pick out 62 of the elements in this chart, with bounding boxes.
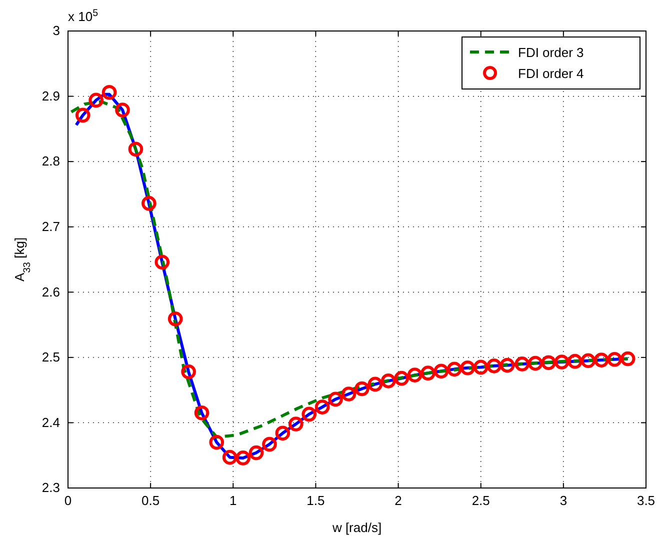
point xyxy=(288,416,304,432)
y-tick-label: 2.3 xyxy=(42,480,60,496)
point xyxy=(275,426,290,441)
point xyxy=(607,352,622,367)
legend-label: FDI order 4 xyxy=(518,66,584,81)
point xyxy=(594,352,609,368)
point xyxy=(75,108,90,123)
point xyxy=(407,368,422,382)
y-tick-label: 3 xyxy=(52,23,60,38)
point xyxy=(528,356,543,371)
point xyxy=(434,364,449,379)
y-tick-label: 2.7 xyxy=(42,219,60,234)
point xyxy=(314,400,330,414)
x-tick-label: 1 xyxy=(230,493,237,508)
point xyxy=(168,312,183,326)
point xyxy=(554,354,570,370)
y-tick-label: 2.5 xyxy=(42,350,60,365)
point xyxy=(142,196,156,211)
point xyxy=(209,434,224,450)
point xyxy=(486,358,502,374)
point xyxy=(88,92,104,108)
point xyxy=(380,374,396,388)
point xyxy=(394,370,410,386)
x-tick-label: 3.5 xyxy=(636,493,656,508)
x-tick-label: 1.5 xyxy=(306,493,325,508)
x-tick-label: 0 xyxy=(64,493,72,508)
point xyxy=(568,354,582,369)
point xyxy=(368,376,383,392)
point xyxy=(181,364,196,380)
y-tick-label: 2.4 xyxy=(42,414,60,430)
point xyxy=(580,353,596,368)
point xyxy=(302,406,317,422)
point xyxy=(514,356,530,372)
x-axis-title: w [rad/s] xyxy=(331,520,382,535)
point xyxy=(473,360,488,375)
text: x 10$^{5}$ xyxy=(68,8,99,24)
point xyxy=(194,406,210,420)
point xyxy=(115,102,130,118)
y-tick-label: 2.8 xyxy=(42,154,60,169)
point xyxy=(460,360,476,376)
point xyxy=(328,392,343,407)
point xyxy=(236,450,250,466)
y-tick-label: 2.9 xyxy=(42,88,60,104)
point xyxy=(341,386,356,402)
point xyxy=(222,450,238,465)
point xyxy=(541,355,556,370)
y-tick-label: 2.6 xyxy=(42,284,60,300)
point xyxy=(500,358,515,373)
point xyxy=(447,362,462,377)
point xyxy=(154,254,170,270)
point xyxy=(420,366,436,380)
point xyxy=(102,84,117,100)
point xyxy=(620,351,636,366)
point xyxy=(262,436,277,452)
x-tick-label: 3 xyxy=(560,493,568,508)
point xyxy=(128,142,144,157)
point xyxy=(354,381,370,396)
legend-label: FDI order 3 xyxy=(518,45,584,60)
x-tick-label: 2 xyxy=(394,493,402,508)
x-tick-label: 0.5 xyxy=(142,493,160,508)
point xyxy=(248,445,264,460)
x-tick-label: 2.5 xyxy=(472,493,490,508)
